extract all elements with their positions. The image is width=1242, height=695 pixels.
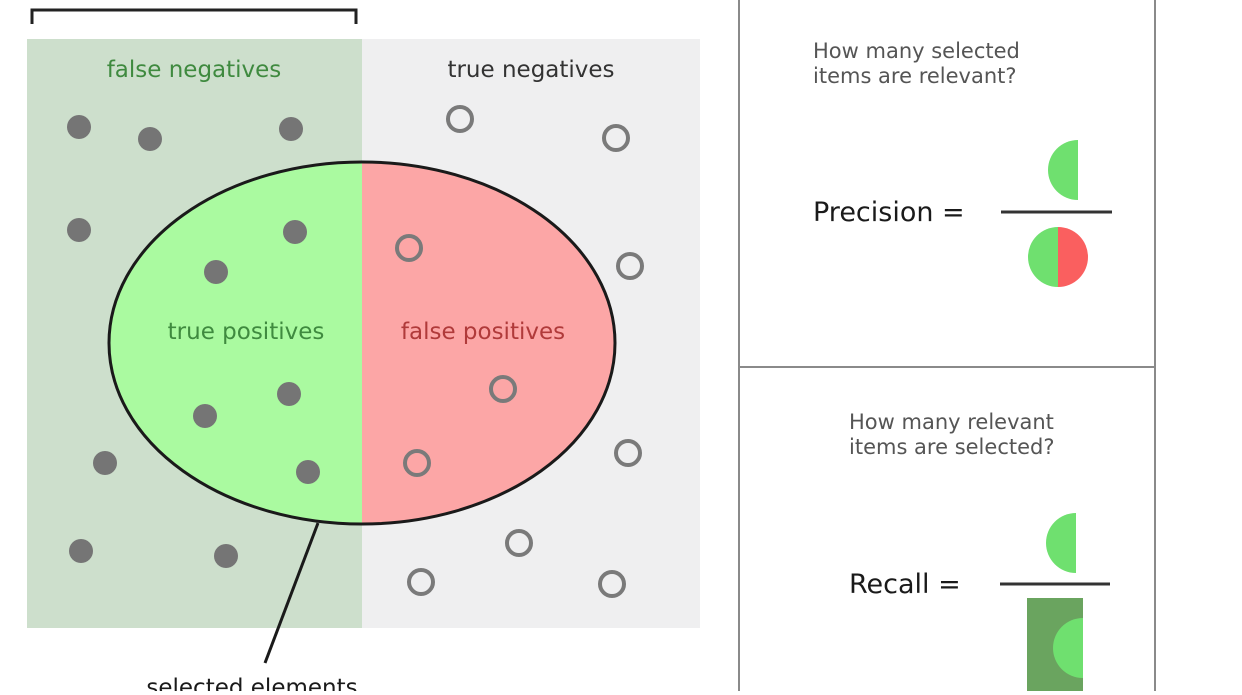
relevant-dot xyxy=(138,127,162,151)
relevant-dot xyxy=(296,460,320,484)
irrelevant-ring xyxy=(616,252,644,280)
relevant-items xyxy=(67,115,320,568)
relevant-dot xyxy=(277,382,301,406)
irrelevant-ring xyxy=(598,570,626,598)
precision-panel: How many selected items are relevant? Pr… xyxy=(813,39,1112,287)
false-positives-label: false positives xyxy=(401,319,565,345)
relevant-dot xyxy=(67,115,91,139)
irrelevant-ring xyxy=(446,105,474,133)
selected-ellipse-outline xyxy=(107,160,617,526)
precision-denominator-red-half xyxy=(1058,227,1088,287)
recall-label: Recall = xyxy=(849,569,961,600)
true-positives-label: true positives xyxy=(168,319,325,345)
relevant-dot xyxy=(93,451,117,475)
relevant-dot xyxy=(193,404,217,428)
relevant-dot xyxy=(67,218,91,242)
precision-label: Precision = xyxy=(813,197,965,228)
precision-numerator-half-circle xyxy=(1048,140,1078,200)
recall-question-line-2: items are selected? xyxy=(849,435,1055,459)
irrelevant-ring xyxy=(602,124,630,152)
recall-panel: How many relevant items are selected? Re… xyxy=(849,410,1110,691)
irrelevant-ring xyxy=(489,375,517,403)
true-positive-half xyxy=(109,162,362,524)
irrelevant-ring xyxy=(505,529,533,557)
irrelevant-ring xyxy=(395,234,423,262)
recall-question-line-1: How many relevant xyxy=(849,410,1054,434)
relevant-dot xyxy=(283,220,307,244)
false-negatives-label: false negatives xyxy=(107,57,282,83)
relevant-dot xyxy=(214,544,238,568)
irrelevant-items xyxy=(395,105,644,598)
true-negatives-label: true negatives xyxy=(447,57,614,83)
selected-elements-label: selected elements xyxy=(146,675,357,691)
irrelevant-ring xyxy=(614,439,642,467)
precision-question-line-1: How many selected xyxy=(813,39,1020,63)
relevant-dot xyxy=(279,117,303,141)
false-positive-half xyxy=(362,162,615,524)
irrelevant-ring xyxy=(407,568,435,596)
recall-numerator-half-circle xyxy=(1046,513,1076,573)
selected-elements-pointer xyxy=(263,522,320,664)
precision-denominator-green-half xyxy=(1028,227,1058,287)
relevant-dot xyxy=(69,539,93,563)
relevant-dot xyxy=(204,260,228,284)
irrelevant-ring xyxy=(403,449,431,477)
precision-question-line-2: items are relevant? xyxy=(813,64,1017,88)
recall-denominator-half-circle xyxy=(1053,618,1083,678)
top-bracket xyxy=(30,8,358,24)
